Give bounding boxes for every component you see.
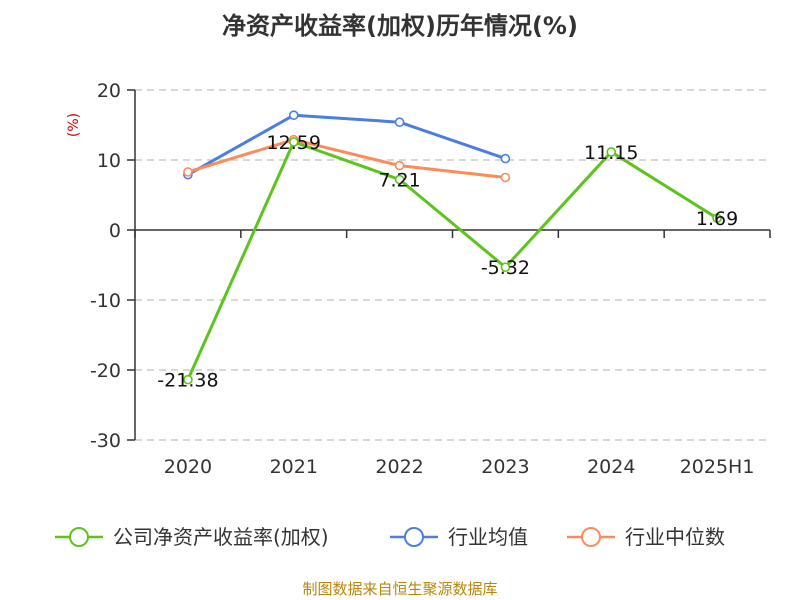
data-point	[394, 117, 405, 127]
x-tick-label: 2022	[375, 456, 423, 478]
y-tick-label: 20	[97, 80, 121, 102]
data-point	[500, 153, 511, 164]
chart-title: 净资产收益率(加权)历年情况(%)	[222, 12, 578, 40]
x-tick-label: 2021	[270, 456, 318, 478]
legend-marker	[404, 527, 424, 547]
legend-marker	[69, 527, 89, 547]
y-tick-label: 0	[109, 220, 121, 242]
legend-label: 行业中位数	[625, 525, 725, 549]
data-label: 11.15	[584, 142, 638, 164]
y-tick-label: -10	[90, 290, 121, 312]
data-point	[288, 110, 299, 120]
data-label: 7.21	[378, 170, 420, 192]
x-tick-label: 2024	[587, 456, 635, 478]
data-point	[394, 174, 405, 185]
data-point	[183, 167, 193, 177]
series-line	[187, 138, 506, 179]
data-label: 12.59	[267, 132, 321, 154]
data-point	[183, 374, 193, 385]
y-tick-label: 10	[97, 150, 121, 172]
axes: 20 10 0 -10 -20 -30 2020 2021 2022 2023 2024 2025H1…	[66, 80, 771, 478]
x-tick-label: 2025H1	[680, 456, 755, 478]
source-note: 制图数据来自恒生聚源数据库	[302, 580, 498, 598]
data-label: -5.32	[481, 257, 530, 279]
data-point	[606, 147, 617, 157]
legend-label: 行业均值	[448, 525, 528, 549]
series-line	[187, 113, 506, 177]
x-tick-label: 2023	[481, 456, 529, 478]
data-point	[288, 137, 299, 147]
y-axis-unit: (%)	[66, 113, 82, 137]
grid-lines	[135, 89, 770, 441]
data-point	[500, 172, 511, 183]
y-tick-label: -30	[90, 430, 121, 452]
series-line	[186, 140, 718, 381]
data-point	[394, 160, 405, 171]
legend-marker	[581, 527, 601, 547]
data-label: -21.38	[157, 370, 218, 392]
series-lines	[183, 110, 722, 385]
y-tick-label: -20	[90, 360, 121, 382]
data-point	[712, 213, 722, 223]
legend-label: 公司净资产收益率(加权)	[113, 525, 329, 549]
x-tick-label: 2020	[164, 456, 212, 478]
data-label: 1.69	[696, 208, 738, 230]
data-point	[500, 262, 511, 273]
legend: 公司净资产收益率(加权) 行业均值 行业中位数	[55, 525, 725, 549]
data-labels: -21.38 12.59 7.21 -5.32 11.15 1.69	[157, 132, 738, 392]
